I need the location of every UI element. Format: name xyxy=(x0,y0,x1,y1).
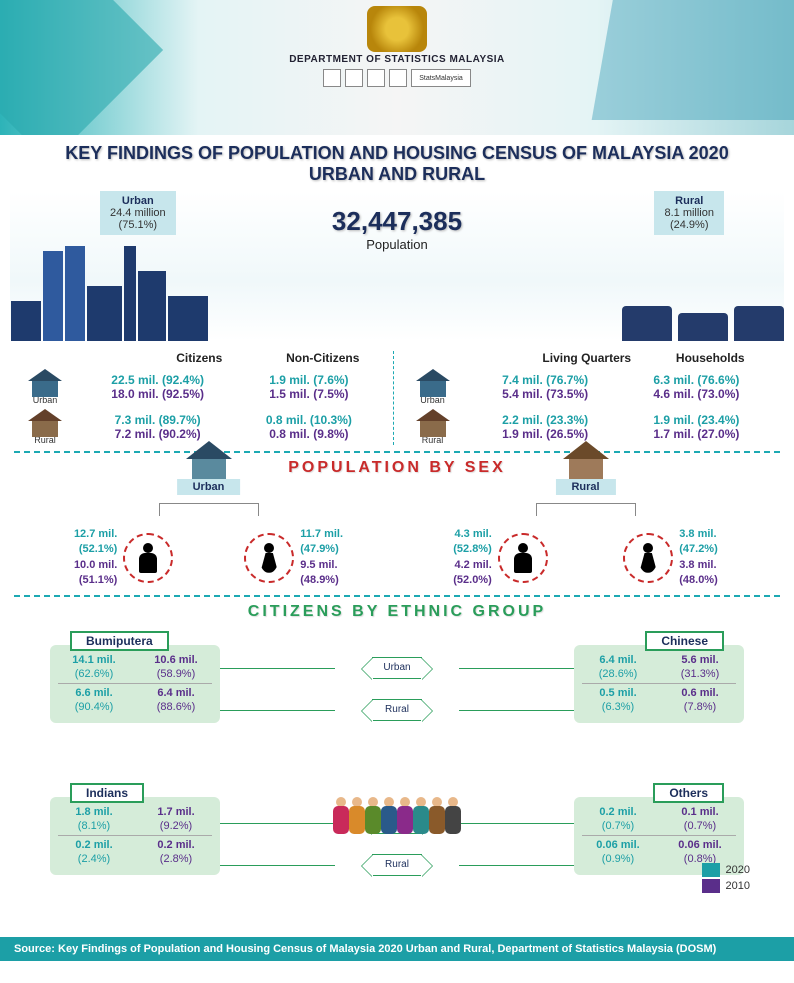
ethnic-chinese: Chinese 6.4 mil.(28.6%) 5.6 mil.(31.3%) … xyxy=(574,645,744,723)
val: 1.7 mil. (27.0%) xyxy=(621,427,772,441)
val: 1.9 mil. (7.6%) xyxy=(233,373,384,387)
divider xyxy=(14,595,780,597)
female-rural-vals: 3.8 mil.(47.2%) 3.8 mil.(48.0%) xyxy=(679,527,718,589)
sex-panel: Urban 12.7 mil.(52.1%) 10.0 mil.(51.1%) … xyxy=(20,483,774,589)
sex-rural: Rural 4.3 mil.(52.8%) 4.2 mil.(52.0%) 3.… xyxy=(416,483,756,589)
female-icon xyxy=(623,533,673,583)
house-icon xyxy=(561,441,611,481)
col-citizens: Citizens xyxy=(138,351,262,365)
col-households: Households xyxy=(649,351,773,365)
main-title: KEY FINDINGS OF POPULATION AND HOUSING C… xyxy=(0,143,794,185)
legend-2010: 2010 xyxy=(726,880,750,892)
male-rural-vals: 4.3 mil.(52.8%) 4.2 mil.(52.0%) xyxy=(453,527,492,589)
sex-urban: Urban 12.7 mil.(52.1%) 10.0 mil.(51.1%) … xyxy=(39,483,379,589)
ethnic-indians: Indians 1.8 mil.(8.1%) 1.7 mil.(9.2%) 0.… xyxy=(50,797,220,875)
ethnic-title: Bumiputera xyxy=(70,631,169,651)
ethnic-title: Chinese xyxy=(645,631,724,651)
stats-panel: Citizens Non-Citizens Urban 22.5 mil. (9… xyxy=(14,351,780,445)
female-urban-vals: 11.7 mil.(47.9%) 9.5 mil.(48.9%) xyxy=(300,527,343,589)
val: 7.2 mil. (90.2%) xyxy=(82,427,233,441)
swatch-2010 xyxy=(702,879,720,893)
stats-housing: Living Quarters Households Urban 7.4 mil… xyxy=(402,351,781,445)
social-icon: StatsMalaysia xyxy=(411,69,471,87)
col-livingquarters: Living Quarters xyxy=(525,351,649,365)
val: 1.9 mil. (26.5%) xyxy=(470,427,621,441)
rural-tag: Rural xyxy=(555,479,615,495)
val: 2.2 mil. (23.3%) xyxy=(470,413,621,427)
val: 0.8 mil. (10.3%) xyxy=(233,413,384,427)
divider xyxy=(14,451,780,453)
qr-icon xyxy=(345,69,363,87)
title-line2: URBAN AND RURAL xyxy=(0,164,794,185)
val: 22.5 mil. (92.4%) xyxy=(82,373,233,387)
badge-row: StatsMalaysia xyxy=(323,69,471,87)
urban-tag: Urban xyxy=(177,479,241,495)
skyline-graphic xyxy=(10,231,784,341)
male-icon xyxy=(123,533,173,583)
source-footer: Source: Key Findings of Population and H… xyxy=(0,937,794,961)
val: 0.8 mil. (9.8%) xyxy=(233,427,384,441)
legend-2020: 2020 xyxy=(726,864,750,876)
house-icon xyxy=(184,441,234,481)
ethnic-title: Others xyxy=(653,783,724,803)
hand-icon xyxy=(367,69,385,87)
urban-diamond: Urban xyxy=(372,657,422,679)
qr-icon xyxy=(323,69,341,87)
male-icon xyxy=(498,533,548,583)
val: 18.0 mil. (92.5%) xyxy=(82,387,233,401)
val: 1.5 mil. (7.5%) xyxy=(233,387,384,401)
house-urban-icon xyxy=(414,369,452,397)
val: 5.4 mil. (73.5%) xyxy=(470,387,621,401)
house-urban-icon xyxy=(26,369,64,397)
header: DEPARTMENT OF STATISTICS MALAYSIA StatsM… xyxy=(0,0,794,135)
house-rural-icon xyxy=(414,409,452,437)
crest-icon xyxy=(367,6,427,52)
val: 1.9 mil. (23.4%) xyxy=(621,413,772,427)
year-legend: 2020 2010 xyxy=(702,861,750,895)
infographic-page: DEPARTMENT OF STATISTICS MALAYSIA StatsM… xyxy=(0,0,794,961)
ethnic-panel: Bumiputera 14.1 mil.(62.6%) 10.6 mil.(58… xyxy=(30,627,764,927)
section-sex-heading: POPULATION BY SEX xyxy=(0,459,794,477)
people-graphic xyxy=(307,717,487,837)
ethnic-bumiputera: Bumiputera 14.1 mil.(62.6%) 10.6 mil.(58… xyxy=(50,645,220,723)
section-ethnic-heading: CITIZENS BY ETHNIC GROUP xyxy=(0,603,794,621)
house-rural-icon xyxy=(26,409,64,437)
val: 6.3 mil. (76.6%) xyxy=(621,373,772,387)
department-label: DEPARTMENT OF STATISTICS MALAYSIA xyxy=(289,54,505,65)
val: 7.3 mil. (89.7%) xyxy=(82,413,233,427)
male-urban-vals: 12.7 mil.(52.1%) 10.0 mil.(51.1%) xyxy=(74,527,117,589)
swatch-2020 xyxy=(702,863,720,877)
title-line1: KEY FINDINGS OF POPULATION AND HOUSING C… xyxy=(0,143,794,164)
val: 4.6 mil. (73.0%) xyxy=(621,387,772,401)
val: 7.4 mil. (76.7%) xyxy=(470,373,621,387)
col-noncitizens: Non-Citizens xyxy=(261,351,385,365)
ethnic-title: Indians xyxy=(70,783,144,803)
stats-citizens: Citizens Non-Citizens Urban 22.5 mil. (9… xyxy=(14,351,394,445)
sdg-icon xyxy=(389,69,407,87)
rural-diamond: Rural xyxy=(372,854,422,876)
population-hero: Urban 24.4 million (75.1%) Rural 8.1 mil… xyxy=(10,191,784,341)
female-icon xyxy=(244,533,294,583)
